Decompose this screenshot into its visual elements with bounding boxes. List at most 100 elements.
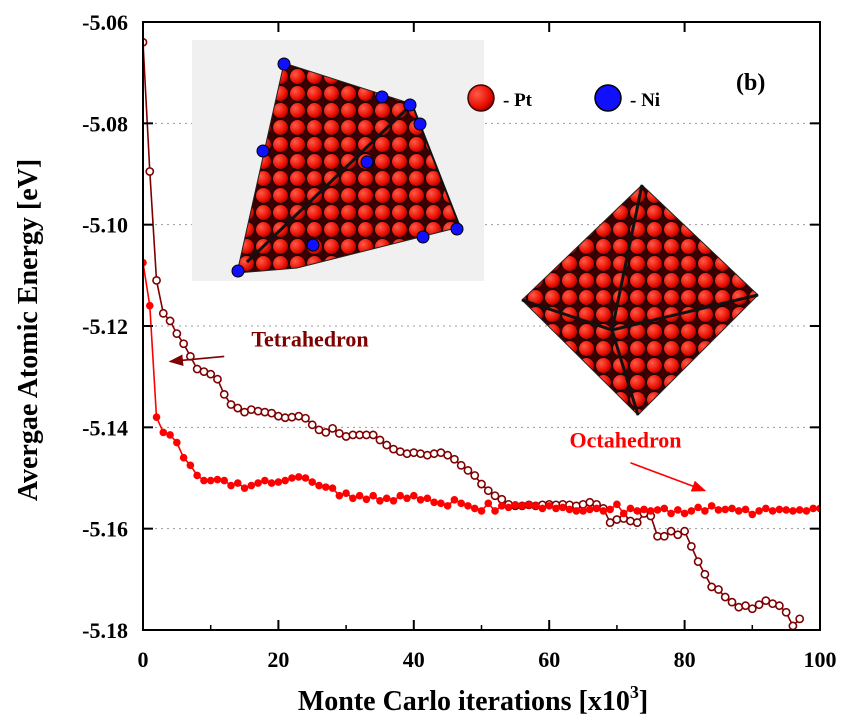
octahedron-point [721, 505, 730, 514]
legend-ni-marker [594, 84, 622, 112]
octahedron-point [565, 505, 574, 514]
octahedron-point [545, 502, 553, 510]
tetrahedron-point [666, 526, 676, 536]
tetrahedron-point [179, 339, 189, 349]
octahedron-point [687, 507, 696, 515]
panel-label: (b) [736, 70, 765, 96]
x-tick-label-2: 40 [403, 647, 425, 672]
octahedron-point [308, 478, 317, 486]
octahedron-point [498, 502, 506, 510]
octahedron-label: Octahedron [570, 428, 682, 453]
octahedron-point [159, 428, 168, 437]
octahedron-point [409, 491, 418, 500]
octahedron-point [592, 504, 601, 513]
octahedron-point [755, 507, 763, 515]
octahedron-point [646, 507, 655, 515]
octahedron-point [349, 494, 357, 503]
octahedron-point [389, 496, 398, 505]
tetrahedron-point [686, 542, 696, 551]
tetrahedron-point [700, 569, 710, 579]
tetrahedron-point [788, 621, 798, 630]
tetrahedron-point [714, 585, 723, 594]
octahedron-point [619, 509, 628, 518]
octahedron-point [145, 301, 154, 310]
octahedron-point [484, 499, 493, 508]
y-tick-label-2: -5.10 [82, 213, 128, 238]
octahedron-point [552, 504, 560, 513]
octahedron-point [633, 507, 642, 515]
octahedron-point [626, 504, 635, 513]
annotations: Tetrahedron Octahedron [168, 326, 707, 492]
tetrahedron-point [158, 308, 168, 318]
octahedron-point [288, 474, 296, 482]
octahedron-point [511, 501, 520, 509]
octahedron-point [518, 502, 526, 510]
octahedron-point [613, 500, 621, 509]
tetrahedron-label: Tetrahedron [251, 326, 368, 351]
octahedron-point [247, 481, 256, 490]
octahedron-point [186, 461, 195, 470]
tetrahedron-point [301, 413, 310, 423]
octahedron-point [261, 476, 269, 485]
octahedron-point [531, 502, 540, 510]
legend: - Pt - Ni [467, 84, 660, 112]
tetrahedron-point [483, 486, 493, 496]
x-axis-title: Monte Carlo iterations [x103] [298, 682, 648, 717]
octahedron-point [674, 506, 682, 514]
octahedron-point [728, 504, 736, 513]
octahedron-point [734, 507, 743, 515]
tetrahedron-point [727, 597, 737, 607]
tetrahedron-point [693, 557, 703, 566]
axes: 0 20 40 60 80 100 -5.06 -5.08 -5.10 -5.12 -5.14 -5.… [82, 10, 836, 672]
octahedron-point [200, 476, 208, 485]
octahedron-point [762, 504, 770, 513]
tetrahedron-point [680, 526, 689, 536]
tetrahedron-point [659, 531, 669, 541]
tetrahedron-arrow [168, 354, 225, 366]
octahedron-point [538, 504, 547, 513]
octahedron-point [640, 505, 648, 514]
octahedron-point [403, 494, 411, 503]
octahedron-point [301, 474, 310, 482]
octahedron-point [701, 507, 709, 515]
y-tick-label-4: -5.14 [82, 415, 128, 440]
x-tick-label-3: 60 [538, 647, 560, 672]
octahedron-point [206, 476, 215, 485]
octahedron-point [335, 491, 344, 500]
octahedron-point [437, 499, 445, 508]
octahedron-point [457, 499, 465, 508]
octahedron-point [667, 509, 675, 518]
tetrahedron-point [172, 329, 182, 338]
octahedron-point [470, 504, 479, 513]
y-tick-label-5: -5.16 [82, 517, 128, 542]
tetrahedron-point [145, 167, 155, 176]
tetrahedron-point [375, 435, 385, 445]
octahedron-point [606, 505, 614, 514]
octahedron-point [802, 507, 811, 515]
octahedron-point [653, 506, 662, 514]
octahedron-point [396, 491, 405, 500]
legend-ni-label: - Ni [630, 90, 660, 111]
octahedron-point [586, 505, 594, 514]
octahedron-point [281, 476, 289, 485]
tetrahedron-cluster-image [192, 40, 484, 281]
octahedron-point [464, 502, 472, 510]
octahedron-point [315, 481, 323, 490]
octahedron-point [423, 494, 432, 503]
octahedron-point [768, 507, 777, 515]
tetrahedron-point [165, 316, 175, 326]
tetrahedron-point [781, 607, 791, 617]
octahedron-point [240, 484, 249, 492]
legend-pt-marker [467, 84, 495, 112]
octahedron-point [504, 503, 513, 512]
octahedron-point [220, 476, 229, 485]
octahedron-point [193, 471, 201, 480]
octahedron-point [741, 505, 750, 514]
tetrahedron-point [477, 479, 486, 489]
tetrahedron-point [219, 389, 229, 399]
octahedron-point [416, 495, 425, 504]
octahedron-point [267, 479, 276, 487]
octahedron-point [714, 506, 723, 514]
octahedron-point [274, 478, 283, 486]
